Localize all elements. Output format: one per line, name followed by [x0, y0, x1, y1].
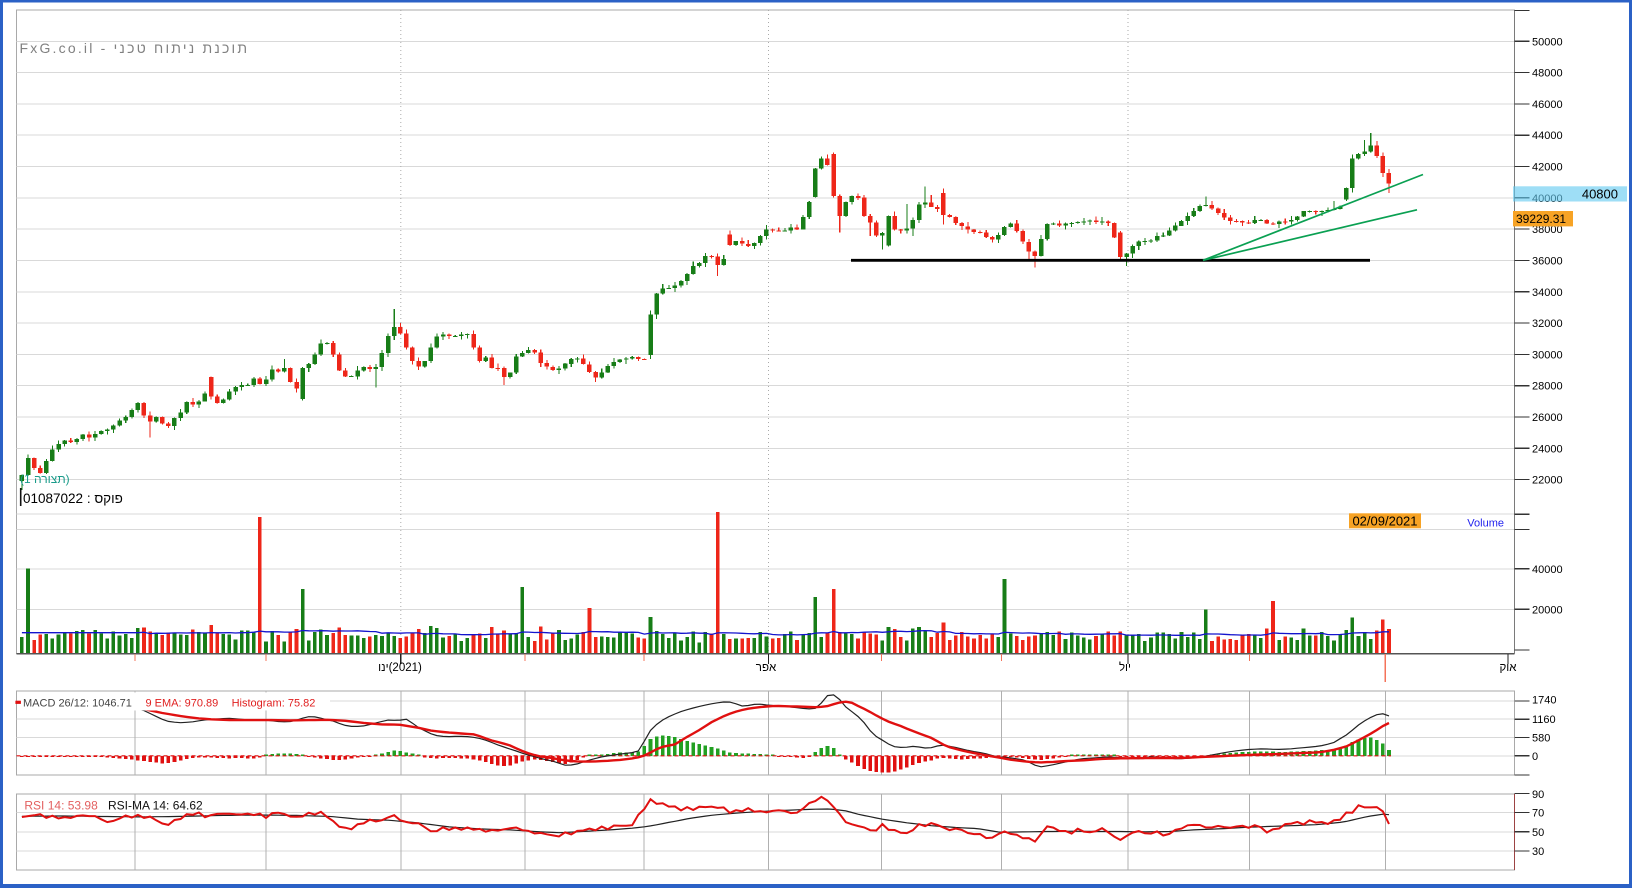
svg-text:38000: 38000: [1532, 224, 1563, 236]
svg-text:40800: 40800: [1582, 186, 1618, 201]
svg-text:24000: 24000: [1532, 443, 1563, 455]
svg-text:0: 0: [1532, 751, 1538, 763]
svg-text:1740: 1740: [1532, 695, 1556, 707]
svg-text:22000: 22000: [1532, 475, 1563, 487]
svg-text:36000: 36000: [1532, 256, 1563, 268]
svg-text:RSI 14: 53.98: RSI 14: 53.98: [24, 799, 98, 813]
svg-text:46000: 46000: [1532, 99, 1563, 111]
svg-text:Histogram: 75.82: Histogram: 75.82: [232, 698, 316, 710]
svg-text:וני(2021): וני(2021): [378, 662, 422, 674]
svg-text:580: 580: [1532, 733, 1550, 745]
svg-text:50000: 50000: [1532, 36, 1563, 48]
svg-text:יול: יול: [1119, 661, 1131, 674]
svg-text:34000: 34000: [1532, 287, 1563, 299]
svg-text:32000: 32000: [1532, 318, 1563, 330]
svg-text:40000: 40000: [1532, 564, 1563, 576]
svg-text:26000: 26000: [1532, 412, 1563, 424]
svg-text:48000: 48000: [1532, 68, 1563, 80]
svg-text:MACD 26/12: 1046.71: MACD 26/12: 1046.71: [23, 698, 132, 710]
svg-text:70: 70: [1532, 808, 1544, 820]
svg-text:9 EMA: 970.89: 9 EMA: 970.89: [146, 698, 219, 710]
svg-text:44000: 44000: [1532, 130, 1563, 142]
svg-text:1160: 1160: [1532, 714, 1556, 726]
svg-text:50: 50: [1532, 827, 1544, 839]
svg-text:20000: 20000: [1532, 604, 1563, 616]
svg-text:אוק: אוק: [1500, 662, 1518, 674]
svg-text:28000: 28000: [1532, 381, 1563, 393]
svg-text:30: 30: [1532, 846, 1544, 858]
svg-text:RSI-MA 14: 64.62: RSI-MA 14: 64.62: [108, 799, 203, 813]
svg-text:(תצורה 1): (תצורה 1): [20, 472, 70, 486]
svg-text:Volume: Volume: [1467, 518, 1504, 530]
svg-text:30000: 30000: [1532, 349, 1563, 361]
svg-text:02/09/2021: 02/09/2021: [1352, 514, 1417, 529]
svg-text:39229.31: 39229.31: [1516, 212, 1566, 226]
svg-text:42000: 42000: [1532, 162, 1563, 174]
svg-text:FxG.co.il - תוכנת ניתוח טכני: FxG.co.il - תוכנת ניתוח טכני: [20, 40, 250, 56]
svg-text:90: 90: [1532, 789, 1544, 801]
svg-text:אפר: אפר: [756, 662, 777, 674]
svg-text:01087022 : פוקס: 01087022 : פוקס: [23, 491, 123, 506]
